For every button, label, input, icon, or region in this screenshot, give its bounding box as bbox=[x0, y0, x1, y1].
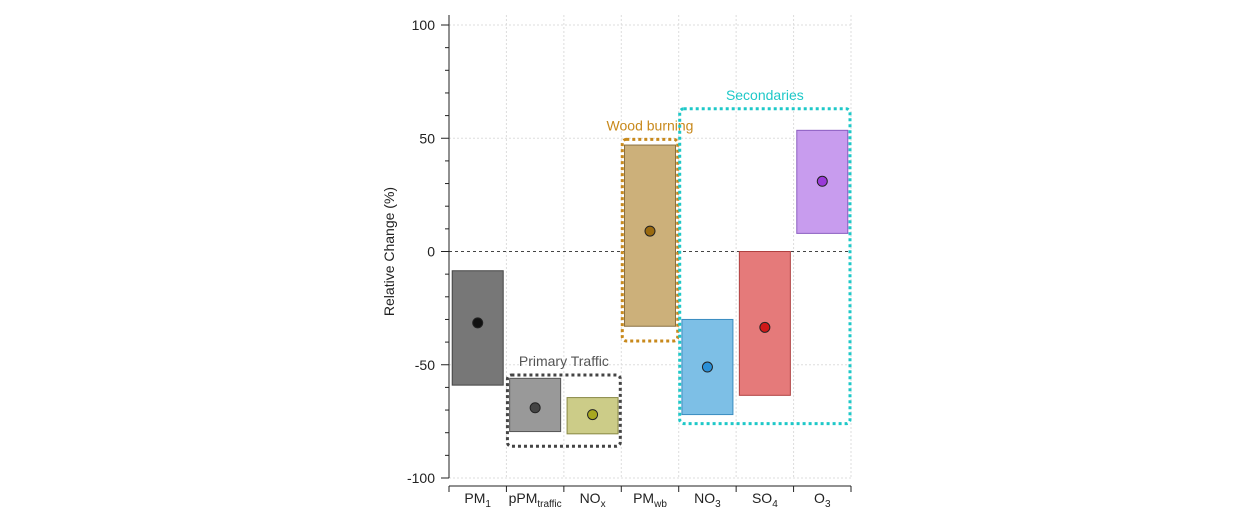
category-base: NO bbox=[580, 490, 601, 506]
x-axis-categories: PM1 pPMtraffic NOx PMwb NO3 SO4 O3 bbox=[448, 486, 852, 510]
median-point bbox=[644, 225, 656, 237]
median-point bbox=[759, 321, 771, 333]
category-base: PM bbox=[464, 490, 485, 506]
category-base: PM bbox=[633, 490, 654, 506]
category-base: NO bbox=[694, 490, 715, 506]
median-point bbox=[816, 175, 828, 187]
bars bbox=[451, 129, 849, 435]
category-subscript: 1 bbox=[485, 499, 491, 510]
group-outlines: Primary Traffic Wood burning Secondaries bbox=[505, 87, 852, 448]
y-axis-ticks: 100 50 0 -50 -100 bbox=[407, 17, 449, 486]
x-category-label: NO3 bbox=[694, 490, 721, 510]
y-tick-label: 100 bbox=[412, 17, 436, 33]
group-outline bbox=[620, 137, 680, 343]
category-subscript: x bbox=[601, 499, 606, 510]
median-point bbox=[472, 317, 484, 329]
group-label: Primary Traffic bbox=[519, 353, 609, 369]
median-point bbox=[701, 361, 713, 373]
median-point bbox=[587, 409, 599, 421]
category-subscript: traffic bbox=[537, 499, 561, 510]
axes bbox=[448, 15, 851, 487]
x-category-label: pPMtraffic bbox=[509, 490, 562, 510]
y-tick-label: -50 bbox=[415, 357, 435, 373]
x-category-label: SO4 bbox=[752, 490, 778, 510]
category-subscript: wb bbox=[653, 499, 667, 510]
y-axis-label: Relative Change (%) bbox=[381, 187, 397, 316]
category-subscript: 3 bbox=[715, 499, 721, 510]
x-category-label: PMwb bbox=[633, 490, 667, 510]
group-label: Secondaries bbox=[726, 87, 804, 103]
category-base: SO bbox=[752, 490, 772, 506]
x-category-label: PM1 bbox=[464, 490, 491, 510]
x-category-label: O3 bbox=[814, 490, 831, 510]
x-category-label: NOx bbox=[580, 490, 606, 510]
y-tick-label: -100 bbox=[407, 470, 435, 486]
y-tick-label: 0 bbox=[427, 244, 435, 260]
category-base: O bbox=[814, 490, 825, 506]
category-subscript: 4 bbox=[772, 499, 778, 510]
y-tick-label: 50 bbox=[419, 130, 435, 146]
category-base: pPM bbox=[509, 490, 538, 506]
category-subscript: 3 bbox=[825, 499, 831, 510]
median-point bbox=[529, 402, 541, 414]
group-label: Wood burning bbox=[607, 117, 694, 133]
